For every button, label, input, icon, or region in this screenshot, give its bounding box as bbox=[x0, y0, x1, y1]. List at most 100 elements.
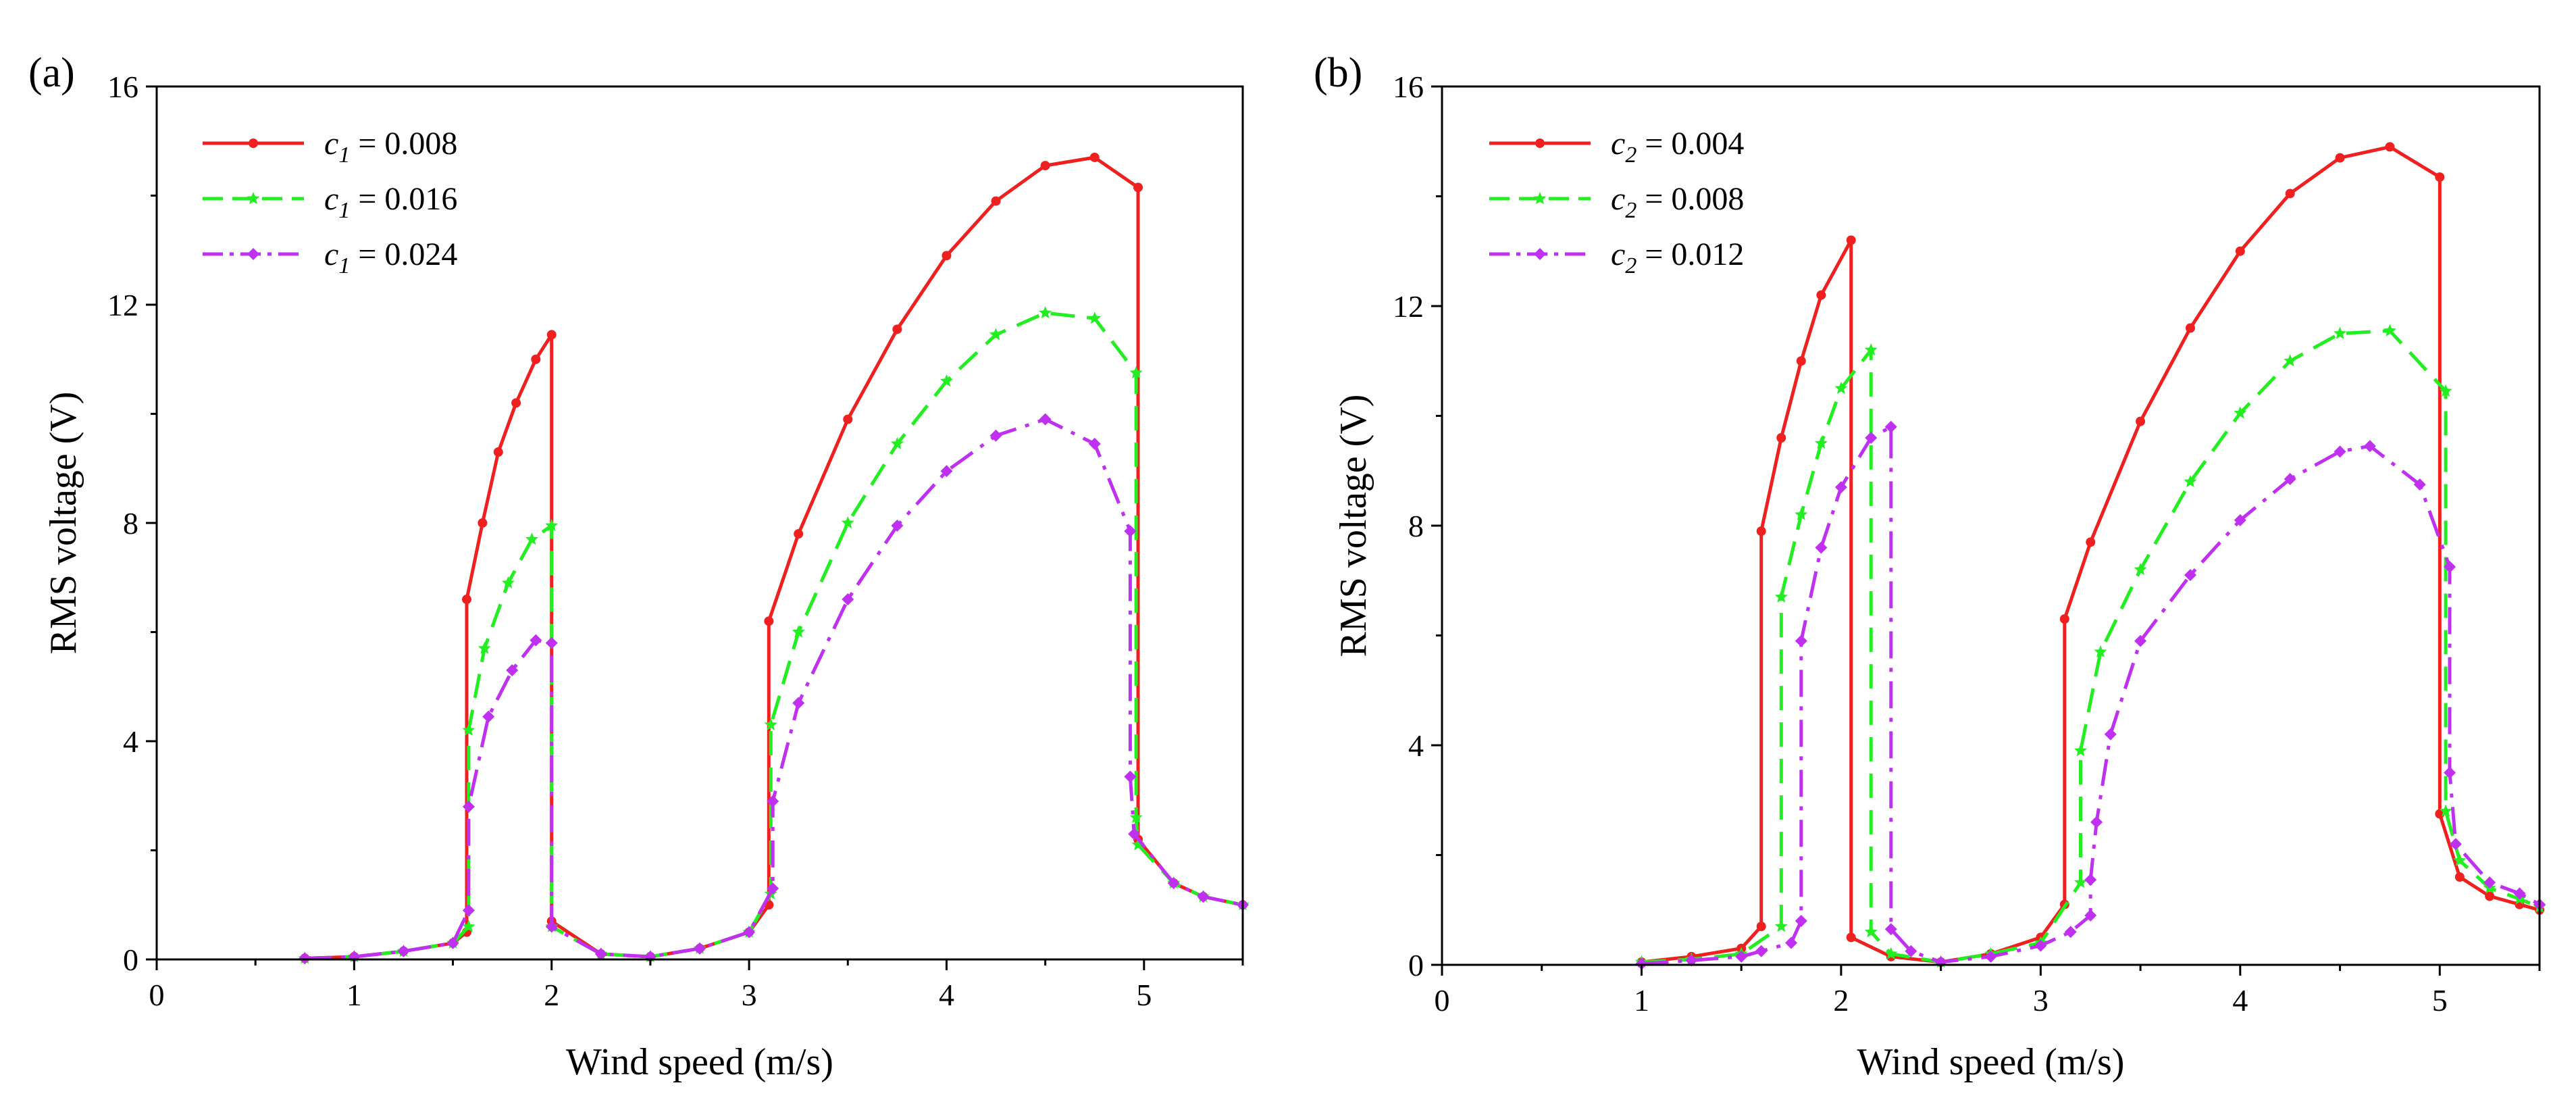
data-point bbox=[940, 465, 953, 478]
legend-marker bbox=[1534, 248, 1546, 260]
legend-variable: c bbox=[324, 126, 338, 161]
data-point bbox=[2090, 816, 2103, 828]
legend-label: c1 = 0.008 bbox=[324, 126, 457, 168]
data-point bbox=[2444, 560, 2456, 573]
legend-entry: c2 = 0.008 bbox=[1489, 181, 1744, 223]
data-point bbox=[2184, 569, 2196, 582]
legend-marker bbox=[1535, 139, 1545, 148]
panel-label: (b) bbox=[1314, 50, 1362, 96]
data-point bbox=[1635, 957, 1648, 970]
x-axis-title: Wind speed (m/s) bbox=[566, 1041, 833, 1083]
data-point bbox=[482, 710, 495, 723]
data-point bbox=[2413, 478, 2426, 491]
data-point bbox=[2086, 537, 2096, 547]
x-tick-label: 4 bbox=[939, 978, 954, 1012]
data-point bbox=[1133, 182, 1143, 193]
legend-label: c2 = 0.004 bbox=[1611, 126, 1744, 168]
data-point bbox=[1039, 413, 1052, 426]
legend-subscript: 2 bbox=[1625, 143, 1637, 168]
data-point bbox=[2234, 406, 2247, 419]
legend-subscript: 1 bbox=[338, 143, 350, 168]
data-point bbox=[2363, 440, 2376, 453]
data-point bbox=[462, 904, 475, 917]
data-point bbox=[299, 952, 311, 965]
data-point bbox=[1756, 526, 1766, 536]
data-point bbox=[694, 942, 706, 955]
legend-subscript: 1 bbox=[338, 198, 350, 223]
legend-value: = 0.004 bbox=[1637, 126, 1744, 161]
y-tick-label: 4 bbox=[123, 724, 138, 759]
x-tick-label: 2 bbox=[1833, 983, 1849, 1018]
data-point bbox=[2073, 876, 2087, 888]
legend-marker bbox=[249, 139, 258, 148]
data-point bbox=[1089, 152, 1100, 162]
x-tick-label: 0 bbox=[1435, 983, 1450, 1018]
x-tick-label: 0 bbox=[149, 978, 165, 1012]
data-point bbox=[1816, 290, 1826, 300]
data-point bbox=[1128, 828, 1141, 841]
data-point bbox=[1774, 590, 1788, 603]
data-point bbox=[792, 697, 805, 709]
data-point bbox=[892, 324, 902, 334]
legend-variable: c bbox=[1611, 126, 1625, 161]
series-1-group bbox=[1637, 142, 2544, 967]
data-point bbox=[1129, 366, 1143, 378]
data-point bbox=[2439, 384, 2452, 397]
data-point bbox=[1776, 433, 1786, 443]
data-point bbox=[2444, 766, 2456, 779]
data-point bbox=[1795, 507, 1808, 520]
legend-entry: c1 = 0.024 bbox=[203, 236, 457, 278]
data-point bbox=[1795, 634, 1807, 647]
plot-frame bbox=[155, 85, 1244, 961]
data-point bbox=[1735, 950, 1748, 963]
data-point bbox=[2285, 189, 2295, 199]
data-point bbox=[1884, 923, 1897, 936]
data-point bbox=[2134, 634, 2147, 647]
data-point bbox=[462, 723, 475, 736]
data-point bbox=[1834, 481, 1847, 494]
legend-entry: c1 = 0.016 bbox=[203, 181, 457, 223]
data-point bbox=[1131, 838, 1145, 851]
data-point bbox=[2084, 874, 2097, 886]
data-point bbox=[2483, 876, 2496, 889]
legend-subscript: 2 bbox=[1625, 253, 1637, 278]
data-point bbox=[1040, 161, 1050, 171]
data-point bbox=[2064, 926, 2077, 938]
data-point bbox=[2335, 153, 2345, 163]
data-point bbox=[1039, 306, 1052, 319]
legend-variable: c bbox=[324, 181, 338, 217]
data-point bbox=[1846, 235, 1856, 245]
x-axis-title: Wind speed (m/s) bbox=[1857, 1041, 2125, 1083]
legend-label: c1 = 0.016 bbox=[324, 181, 457, 223]
data-point bbox=[1864, 925, 1878, 938]
data-point bbox=[841, 516, 854, 529]
data-point bbox=[2435, 172, 2445, 182]
data-point bbox=[1129, 811, 1143, 824]
data-point bbox=[2513, 887, 2526, 900]
y-tick-label: 8 bbox=[1408, 509, 1424, 543]
x-tick-label: 5 bbox=[1136, 978, 1152, 1012]
y-tick-label: 8 bbox=[123, 506, 138, 541]
legend-label: c1 = 0.024 bbox=[324, 236, 457, 278]
data-point bbox=[1756, 922, 1766, 932]
legend-value: = 0.012 bbox=[1637, 236, 1744, 272]
data-point bbox=[764, 616, 774, 626]
data-point bbox=[2385, 142, 2395, 152]
data-point bbox=[1795, 915, 1807, 927]
data-point bbox=[794, 529, 804, 539]
x-tick-label: 4 bbox=[2232, 983, 2248, 1018]
data-point bbox=[2234, 514, 2246, 526]
legend-marker bbox=[247, 248, 259, 260]
data-point bbox=[767, 882, 779, 895]
legend-variable: c bbox=[1611, 181, 1625, 217]
data-point bbox=[2383, 324, 2396, 336]
series-line bbox=[1641, 145, 2540, 964]
legend-variable: c bbox=[1611, 236, 1625, 272]
legend-marker bbox=[247, 192, 260, 205]
data-point bbox=[525, 532, 538, 545]
data-point bbox=[478, 518, 488, 528]
data-point bbox=[2084, 909, 2097, 922]
